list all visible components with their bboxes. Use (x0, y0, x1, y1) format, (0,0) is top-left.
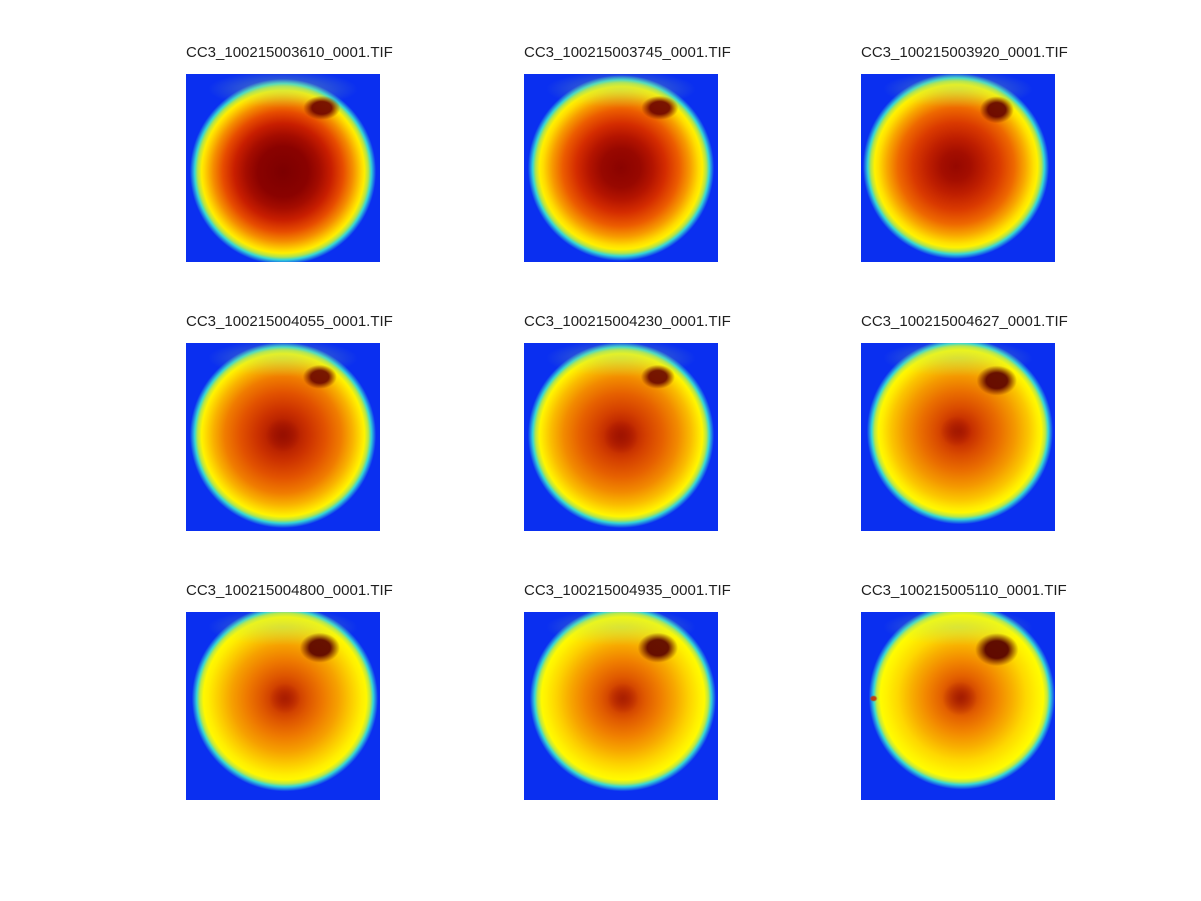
panel-title: CC3_100215004055_0001.TIF (186, 313, 393, 330)
heatmap-image (186, 612, 380, 800)
heatmap-image (186, 343, 380, 531)
heatmap-panel-4: CC3_100215004055_0001.TIF (186, 314, 393, 531)
heatmap-panel-6: CC3_100215004627_0001.TIF (861, 314, 1068, 531)
heatmap-image (524, 612, 718, 800)
panel-title: CC3_100215005110_0001.TIF (861, 582, 1067, 599)
heatmap-panel-7: CC3_100215004800_0001.TIF (186, 583, 393, 800)
heatmap-panel-8: CC3_100215004935_0001.TIF (524, 583, 731, 800)
panel-title: CC3_100215004627_0001.TIF (861, 313, 1068, 330)
heatmap-image (861, 343, 1055, 531)
panel-title: CC3_100215004935_0001.TIF (524, 582, 731, 599)
heatmap-panel-1: CC3_100215003610_0001.TIF (186, 45, 393, 262)
heatmap-image (861, 612, 1055, 800)
heatmap-image (186, 74, 380, 262)
heatmap-panel-9: CC3_100215005110_0001.TIF (861, 583, 1067, 800)
panel-title: CC3_100215003745_0001.TIF (524, 44, 731, 61)
panel-title: CC3_100215003610_0001.TIF (186, 44, 393, 61)
heatmap-image (524, 74, 718, 262)
panel-title: CC3_100215004800_0001.TIF (186, 582, 393, 599)
panel-title: CC3_100215004230_0001.TIF (524, 313, 731, 330)
heatmap-image (524, 343, 718, 531)
panel-title: CC3_100215003920_0001.TIF (861, 44, 1068, 61)
heatmap-panel-3: CC3_100215003920_0001.TIF (861, 45, 1068, 262)
heatmap-panel-2: CC3_100215003745_0001.TIF (524, 45, 731, 262)
heatmap-image (861, 74, 1055, 262)
heatmap-panel-5: CC3_100215004230_0001.TIF (524, 314, 731, 531)
